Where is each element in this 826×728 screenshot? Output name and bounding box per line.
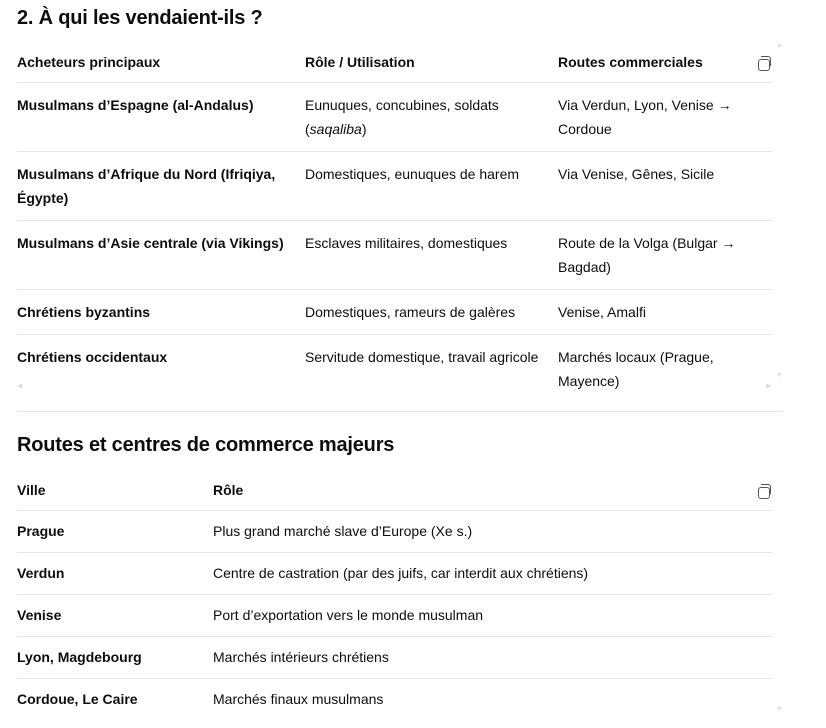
table-row: Lyon, Magdebourg Marchés intérieurs chrét… <box>17 636 772 679</box>
buyer-cell: Musulmans d’Asie centrale (via Vikings) <box>17 220 305 290</box>
section-heading-routes: Routes et centres de commerce majeurs <box>17 434 395 456</box>
city-cell: Verdun <box>17 552 213 595</box>
route-cell: Marchés locaux (Prague, Mayence) <box>558 349 714 389</box>
table-row: Venise Port d’exportation vers le monde m… <box>17 594 772 637</box>
buyers-table: Acheteurs principaux Rôle / Utilisation … <box>17 42 772 403</box>
table-row: Chrétiens occidentaux Servitude domestiq… <box>17 335 772 404</box>
copy-table-icon[interactable] <box>758 484 771 499</box>
table-row: Musulmans d’Afrique du Nord (Ifriqiya, É… <box>17 151 772 221</box>
role-cell: Eunuques, concubines, soldats (saqaliba) <box>305 82 558 152</box>
scroll-right-arrow[interactable]: ▶ <box>766 383 772 390</box>
column-header: Ville <box>17 470 213 511</box>
buyer-cell: Musulmans d’Espagne (al-Andalus) <box>17 82 305 152</box>
role-text: Eunuques, concubines, soldats <box>305 97 499 113</box>
table-row: Musulmans d’Asie centrale (via Vikings) … <box>17 220 772 290</box>
role-cell: Port d’exportation vers le monde musulma… <box>213 594 772 637</box>
city-cell: Cordoue, Le Caire <box>17 691 138 707</box>
city-cell: Prague <box>17 510 213 553</box>
column-header: Routes commerciales <box>558 42 772 83</box>
table-row: Prague Plus grand marché slave d’Europe (… <box>17 510 772 553</box>
table-header-row: Ville Rôle <box>17 470 772 511</box>
section-divider <box>17 411 783 412</box>
scroll-left-arrow[interactable]: ◀ <box>17 383 23 390</box>
scroll-up-arrow[interactable]: ▲ <box>776 42 783 49</box>
buyer-cell: Chrétiens occidentaux <box>17 349 168 365</box>
table-row: Cordoue, Le Caire Marchés finaux musulman… <box>17 679 772 721</box>
section-heading-buyers: 2. À qui les vendaient-ils ? <box>17 7 263 29</box>
buyer-cell: Chrétiens byzantins <box>17 289 305 335</box>
copy-table-icon[interactable] <box>758 56 771 71</box>
role-cell: Domestiques, eunuques de harem <box>305 151 558 221</box>
role-cell: Domestiques, rameurs de galères <box>305 289 558 335</box>
column-header: Acheteurs principaux <box>17 42 305 83</box>
role-paren: (saqaliba) <box>305 121 367 137</box>
route-cell: Via Venise, Gênes, Sicile <box>558 151 772 221</box>
scroll-down-arrow[interactable]: ▼ <box>776 706 783 713</box>
role-cell: Esclaves militaires, domestiques <box>305 220 558 290</box>
route-cell: Via Verdun, Lyon, Venise → Cordoue <box>558 82 772 152</box>
role-cell: Marchés finaux musulmans <box>213 691 384 707</box>
role-cell: Centre de castration (par des juifs, car… <box>213 552 772 595</box>
scroll-down-arrow[interactable]: ▼ <box>776 372 783 379</box>
table-row: Chrétiens byzantins Domestiques, rameurs… <box>17 289 772 335</box>
role-cell: Plus grand marché slave d’Europe (Xe s.) <box>213 510 772 553</box>
city-cell: Venise <box>17 594 213 637</box>
column-header: Rôle <box>213 470 772 511</box>
role-cell: Servitude domestique, travail agricole <box>305 349 539 365</box>
role-italic: saqaliba <box>309 121 362 137</box>
role-cell: Marchés intérieurs chrétiens <box>213 636 772 679</box>
buyer-cell: Musulmans d’Afrique du Nord (Ifriqiya, É… <box>17 151 305 221</box>
route-cell: Venise, Amalfi <box>558 289 772 335</box>
table-row: Musulmans d’Espagne (al-Andalus) Eunuque… <box>17 82 772 152</box>
city-cell: Lyon, Magdebourg <box>17 636 213 679</box>
table-row: Verdun Centre de castration (par des juif… <box>17 552 772 595</box>
table-header-row: Acheteurs principaux Rôle / Utilisation … <box>17 42 772 83</box>
routes-table: Ville Rôle Prague Plus grand marché slave… <box>17 470 772 720</box>
column-header: Rôle / Utilisation <box>305 42 558 83</box>
route-cell: Route de la Volga (Bulgar → Bagdad) <box>558 220 772 290</box>
